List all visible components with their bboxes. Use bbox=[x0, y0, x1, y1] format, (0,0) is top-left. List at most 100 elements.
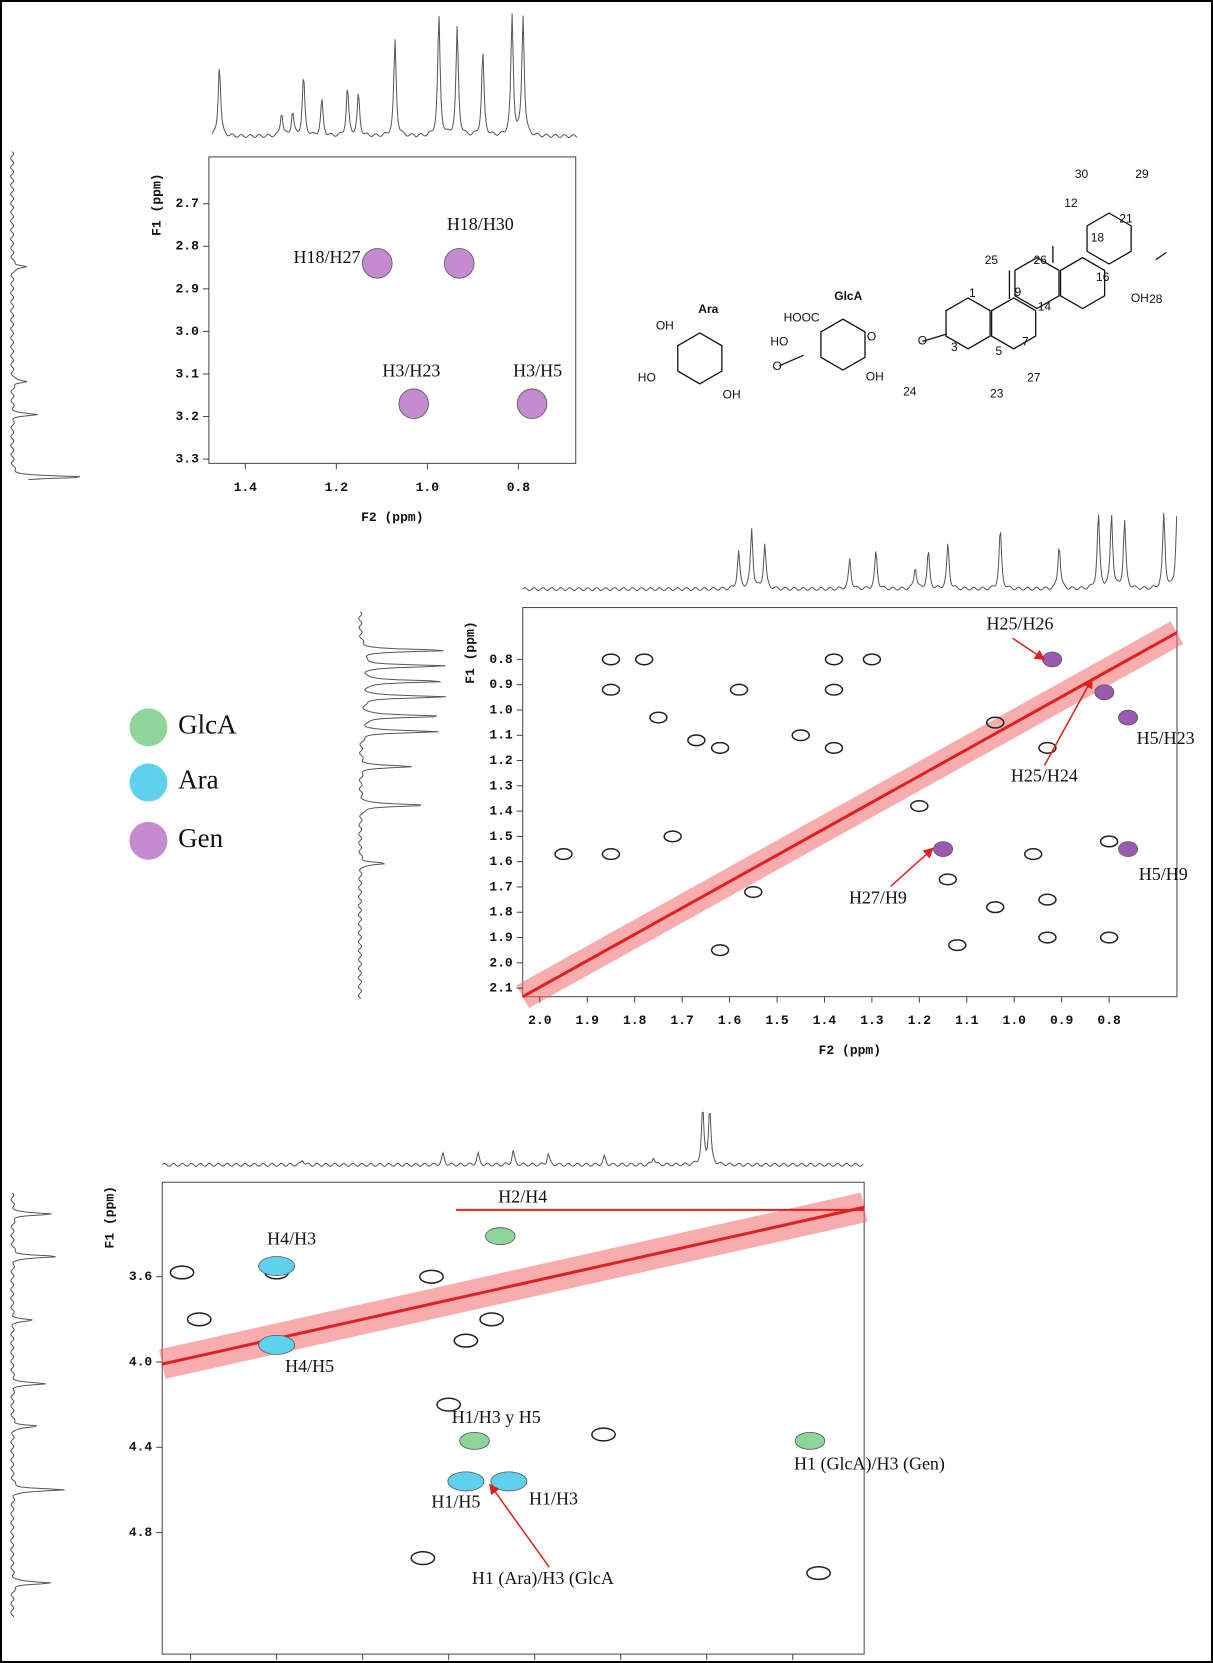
cross-peak bbox=[362, 248, 393, 279]
contour-peak bbox=[601, 683, 621, 696]
y-tick-label: 3.2 bbox=[175, 409, 199, 424]
peak-label: H3/H23 bbox=[382, 360, 440, 380]
peak-label: H18/H27 bbox=[294, 247, 361, 267]
peak-label: H5/H23 bbox=[1137, 728, 1195, 748]
structure-label: O bbox=[773, 359, 782, 373]
cross-peak bbox=[933, 841, 954, 857]
arrow bbox=[1043, 677, 1093, 766]
structure-ring bbox=[945, 297, 991, 350]
structure-label: 30 bbox=[1075, 167, 1089, 181]
contour-peak bbox=[1023, 848, 1043, 861]
x-tick-label: 0.8 bbox=[507, 480, 531, 495]
structure-bond bbox=[1155, 251, 1167, 261]
contour-peak bbox=[663, 830, 682, 843]
y-axis-label: F1 (ppm) bbox=[103, 1186, 118, 1248]
cross-peak bbox=[1118, 709, 1139, 726]
contour-peak bbox=[419, 1269, 444, 1284]
x-tick-label: 1.6 bbox=[718, 1013, 742, 1028]
legend-label: Gen bbox=[178, 823, 223, 853]
structure-label: 27 bbox=[1027, 371, 1041, 385]
cross-peak bbox=[258, 1334, 296, 1355]
cross-peak bbox=[258, 1256, 296, 1276]
x-tick-label: 0.8 bbox=[1097, 1013, 1121, 1028]
cross-peak bbox=[516, 388, 548, 420]
y-tick-label: 2.0 bbox=[489, 955, 513, 970]
contour-peak bbox=[938, 873, 958, 886]
legend-swatch bbox=[129, 708, 168, 747]
y-tick-label: 1.8 bbox=[489, 905, 513, 920]
peak-label: H25/H24 bbox=[1011, 765, 1078, 785]
legend-swatch bbox=[129, 821, 168, 860]
structure-label: 12 bbox=[1064, 196, 1078, 210]
contour-peak bbox=[687, 734, 706, 747]
structure-label: 29 bbox=[1135, 167, 1149, 181]
x-tick-label: 1.8 bbox=[623, 1013, 647, 1028]
structure-label: 14 bbox=[1038, 300, 1052, 314]
contour-peak bbox=[986, 716, 1005, 729]
structure-label: 23 bbox=[990, 387, 1004, 401]
contour-peak bbox=[710, 741, 730, 754]
y-tick-label: 0.9 bbox=[489, 677, 513, 692]
y-tick-label: 1.4 bbox=[489, 804, 513, 819]
legend-label: Ara bbox=[178, 765, 218, 795]
y-tick-label: 1.0 bbox=[489, 702, 513, 717]
x-tick-label: 1.0 bbox=[416, 480, 440, 495]
structure-ring bbox=[990, 297, 1037, 350]
structure-label: 21 bbox=[1119, 212, 1133, 226]
peak-label: H1/H3 y H5 bbox=[452, 1407, 541, 1427]
x-tick-label: 1.3 bbox=[860, 1013, 884, 1028]
y-tick-label: 1.2 bbox=[489, 753, 513, 768]
contour-peak bbox=[1038, 931, 1057, 944]
structure-label: 1 bbox=[969, 286, 976, 300]
contour-peak bbox=[744, 885, 763, 899]
peak-label: H4/H3 bbox=[267, 1229, 316, 1249]
cross-peak bbox=[490, 1471, 528, 1492]
x-tick-label: 1.2 bbox=[908, 1013, 932, 1028]
spectrum-trace bbox=[161, 1111, 864, 1167]
cross-peak bbox=[459, 1431, 490, 1450]
y-tick-label: 3.0 bbox=[175, 324, 199, 339]
contour-peak bbox=[649, 711, 668, 724]
structure-label: 18 bbox=[1091, 231, 1105, 245]
arrow bbox=[489, 1483, 550, 1568]
spectrum-trace bbox=[10, 1192, 65, 1618]
y-tick-label: 3.1 bbox=[175, 366, 199, 381]
contour-peak bbox=[824, 653, 844, 666]
x-tick-label: 1.1 bbox=[955, 1013, 979, 1028]
structure-label: HO bbox=[638, 371, 656, 385]
peak-label: H5/H9 bbox=[1139, 864, 1188, 884]
contour-peak bbox=[169, 1265, 195, 1280]
y-tick-label: 3.3 bbox=[175, 452, 199, 467]
y-tick-label: 4.8 bbox=[129, 1525, 153, 1540]
contour-peak bbox=[453, 1333, 479, 1348]
structure-label: O bbox=[918, 334, 927, 348]
structure-label: 26 bbox=[1033, 253, 1047, 267]
peak-label: H27/H9 bbox=[849, 887, 907, 907]
cross-peak bbox=[794, 1431, 826, 1450]
x-tick-label: 1.5 bbox=[765, 1013, 789, 1028]
contour-peak bbox=[1099, 835, 1119, 848]
y-tick-label: 2.7 bbox=[175, 196, 198, 211]
contour-peak bbox=[601, 653, 621, 666]
y-tick-label: 1.9 bbox=[489, 930, 513, 945]
arrow bbox=[890, 847, 934, 887]
cross-peak bbox=[447, 1471, 485, 1492]
contour-peak bbox=[410, 1551, 436, 1566]
structure-label: 24 bbox=[903, 384, 917, 398]
structure-label: GlcA bbox=[834, 289, 862, 303]
contour-peak bbox=[710, 944, 730, 957]
structure-label: 3 bbox=[951, 340, 958, 354]
y-tick-label: 2.1 bbox=[489, 981, 513, 996]
x-tick-label: 1.7 bbox=[670, 1013, 693, 1028]
contour-peak bbox=[1038, 741, 1057, 754]
structure-label: OH bbox=[656, 319, 674, 333]
y-tick-label: 1.7 bbox=[489, 879, 512, 894]
cross-peak bbox=[443, 248, 475, 279]
contour-peak bbox=[1099, 931, 1119, 944]
contour-peak bbox=[634, 653, 654, 666]
y-tick-label: 4.4 bbox=[129, 1440, 153, 1455]
structure-ring bbox=[1059, 256, 1106, 310]
x-tick-label: 2.0 bbox=[528, 1013, 552, 1028]
contour-peak bbox=[554, 848, 573, 861]
